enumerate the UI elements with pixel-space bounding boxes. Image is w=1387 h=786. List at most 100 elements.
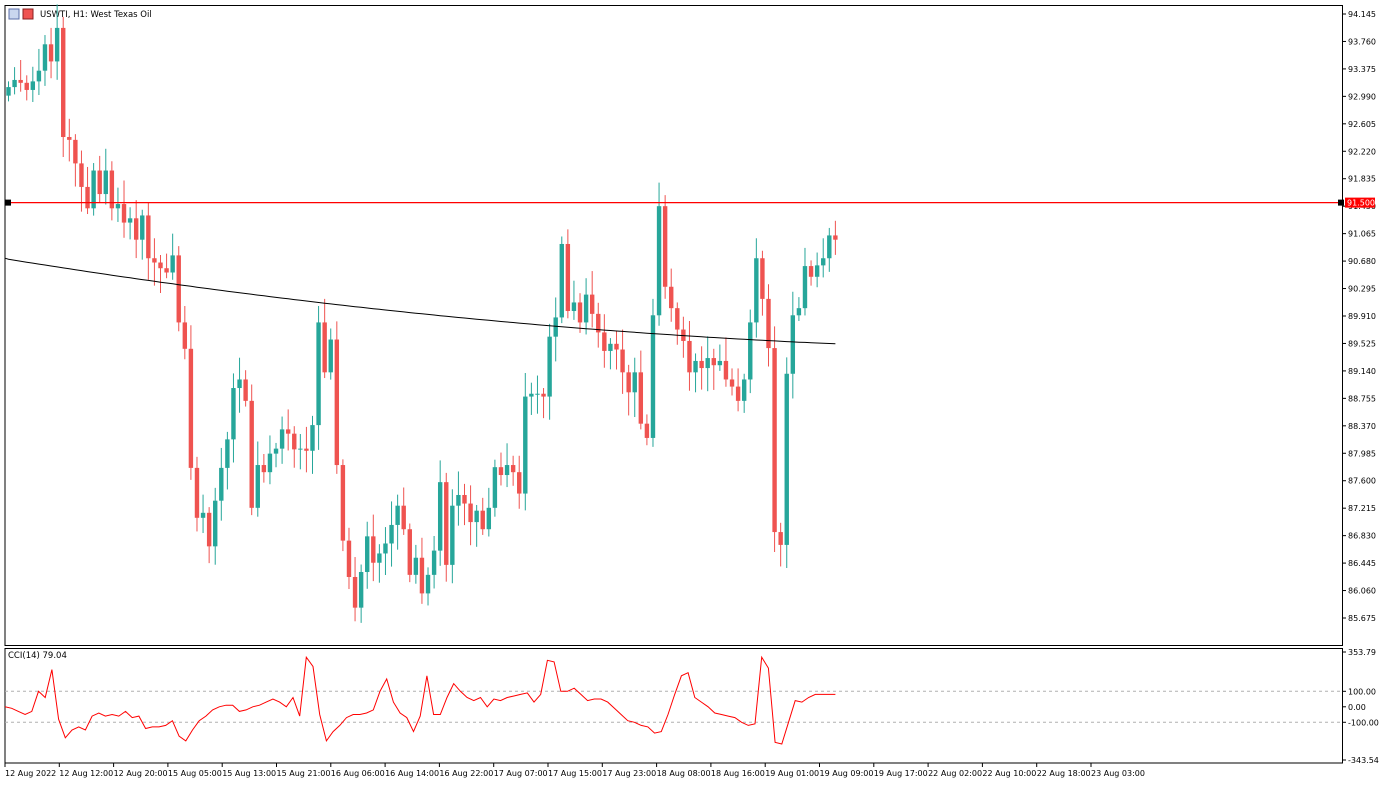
level-handle-right[interactable] xyxy=(1338,199,1344,206)
bullish-candle xyxy=(298,434,303,470)
bearish-candle xyxy=(61,16,66,157)
cci-pane-frame[interactable] xyxy=(4,648,1343,764)
candle-body xyxy=(577,302,583,323)
bullish-candle xyxy=(36,48,42,96)
cci-axis[interactable]: 353.79 100.00 0.00 -100.00 -343.54 xyxy=(1342,648,1379,765)
bullish-candle xyxy=(255,441,260,517)
time-axis-label: 16 Aug 14:00 xyxy=(385,769,439,778)
bullish-candle xyxy=(115,187,121,222)
bullish-candle xyxy=(30,66,36,102)
bearish-candle xyxy=(577,293,583,333)
price-axis-label: 93.760 xyxy=(1348,37,1376,46)
candle-body xyxy=(541,393,546,397)
price-axis-label: 85.675 xyxy=(1348,614,1376,623)
bullish-candle xyxy=(784,357,789,569)
bearish-candle xyxy=(133,200,139,259)
candle-body xyxy=(158,262,163,269)
bearish-candle xyxy=(510,455,516,486)
time-axis-label: 16 Aug 06:00 xyxy=(331,769,385,778)
candle-body xyxy=(675,308,680,330)
bearish-candle xyxy=(285,409,291,451)
price-axis-label: 88.370 xyxy=(1348,422,1376,431)
bullish-candle xyxy=(389,501,394,567)
candle-body xyxy=(431,550,437,575)
candle-body xyxy=(176,255,181,323)
bullish-candle xyxy=(231,373,236,463)
time-axis[interactable]: 12 Aug 2022 12 Aug 12:00 12 Aug 20:00 15 Au… xyxy=(4,763,1145,778)
candle-body xyxy=(231,388,236,440)
bearish-candle xyxy=(109,161,115,221)
candle-body xyxy=(273,448,279,454)
bullish-candle xyxy=(754,238,759,338)
bullish-candle xyxy=(553,297,558,362)
bearish-candle xyxy=(735,368,741,412)
candle-body xyxy=(206,512,212,547)
bullish-candle xyxy=(316,306,321,450)
symbol-icon xyxy=(8,8,34,20)
price-axis-label: 87.985 xyxy=(1348,449,1376,458)
level-handle-left[interactable] xyxy=(5,199,11,206)
candle-body xyxy=(699,360,704,369)
candle-body xyxy=(504,465,510,476)
time-axis-label: 22 Aug 02:00 xyxy=(928,769,982,778)
main-pane-frame[interactable] xyxy=(4,5,1343,646)
candle-body xyxy=(213,500,218,547)
candle-body xyxy=(705,358,710,369)
bullish-candle xyxy=(219,447,224,521)
candle-body xyxy=(30,81,36,90)
bearish-candle xyxy=(444,472,449,582)
bullish-candle xyxy=(571,280,577,320)
chart-title: USWTI, H1: West Texas Oil xyxy=(40,10,152,20)
candle-body xyxy=(97,170,102,195)
bullish-candle xyxy=(796,297,802,321)
bearish-candle xyxy=(158,255,163,293)
bearish-candle xyxy=(480,497,485,535)
price-axis-label: 86.830 xyxy=(1348,532,1376,541)
candle-body xyxy=(626,372,631,393)
price-axis-label: 86.445 xyxy=(1348,559,1376,568)
candle-body xyxy=(778,532,783,545)
time-axis-label: 23 Aug 03:00 xyxy=(1091,769,1145,778)
bearish-candle xyxy=(334,321,340,474)
candle-body xyxy=(164,268,169,273)
bearish-candle xyxy=(462,483,467,526)
price-axis-label: 89.525 xyxy=(1348,339,1376,348)
candle-body xyxy=(18,79,23,83)
bullish-candle xyxy=(365,521,370,589)
candle-body xyxy=(462,494,467,504)
candle-body xyxy=(285,429,291,434)
candle-body xyxy=(821,258,826,266)
candle-body xyxy=(535,393,540,395)
time-axis-label: 15 Aug 21:00 xyxy=(277,769,331,778)
bullish-candle xyxy=(395,494,400,550)
bearish-candle xyxy=(596,302,601,348)
time-axis-label: 15 Aug 13:00 xyxy=(222,769,276,778)
bearish-candle xyxy=(292,426,297,468)
price-axis[interactable]: 94.145 93.760 93.375 92.990 92.605 92.220 91.8… xyxy=(1342,10,1377,623)
bullish-candle xyxy=(456,471,461,526)
bullish-candle xyxy=(425,567,431,606)
price-axis-label: 90.295 xyxy=(1348,285,1376,294)
candle-body xyxy=(656,206,662,316)
bullish-candle xyxy=(91,163,96,216)
candle-body xyxy=(687,340,692,373)
bearish-candle xyxy=(602,314,607,368)
price-axis-label: 88.755 xyxy=(1348,394,1376,403)
bearish-candle xyxy=(419,537,425,604)
candle-body xyxy=(219,467,224,501)
time-axis-label: 17 Aug 07:00 xyxy=(494,769,548,778)
candle-body xyxy=(36,70,42,82)
candle-body xyxy=(225,439,230,468)
bullish-candle xyxy=(358,564,364,623)
bullish-candle xyxy=(523,373,528,511)
candle-body xyxy=(596,313,601,333)
price-axis-label: 87.600 xyxy=(1348,477,1376,486)
bullish-candle xyxy=(492,459,498,517)
bearish-candle xyxy=(121,180,127,238)
bullish-candle xyxy=(559,236,564,324)
candle-body xyxy=(6,87,11,96)
bearish-candle xyxy=(340,459,346,552)
candle-body xyxy=(583,294,589,323)
candle-body xyxy=(188,348,194,468)
